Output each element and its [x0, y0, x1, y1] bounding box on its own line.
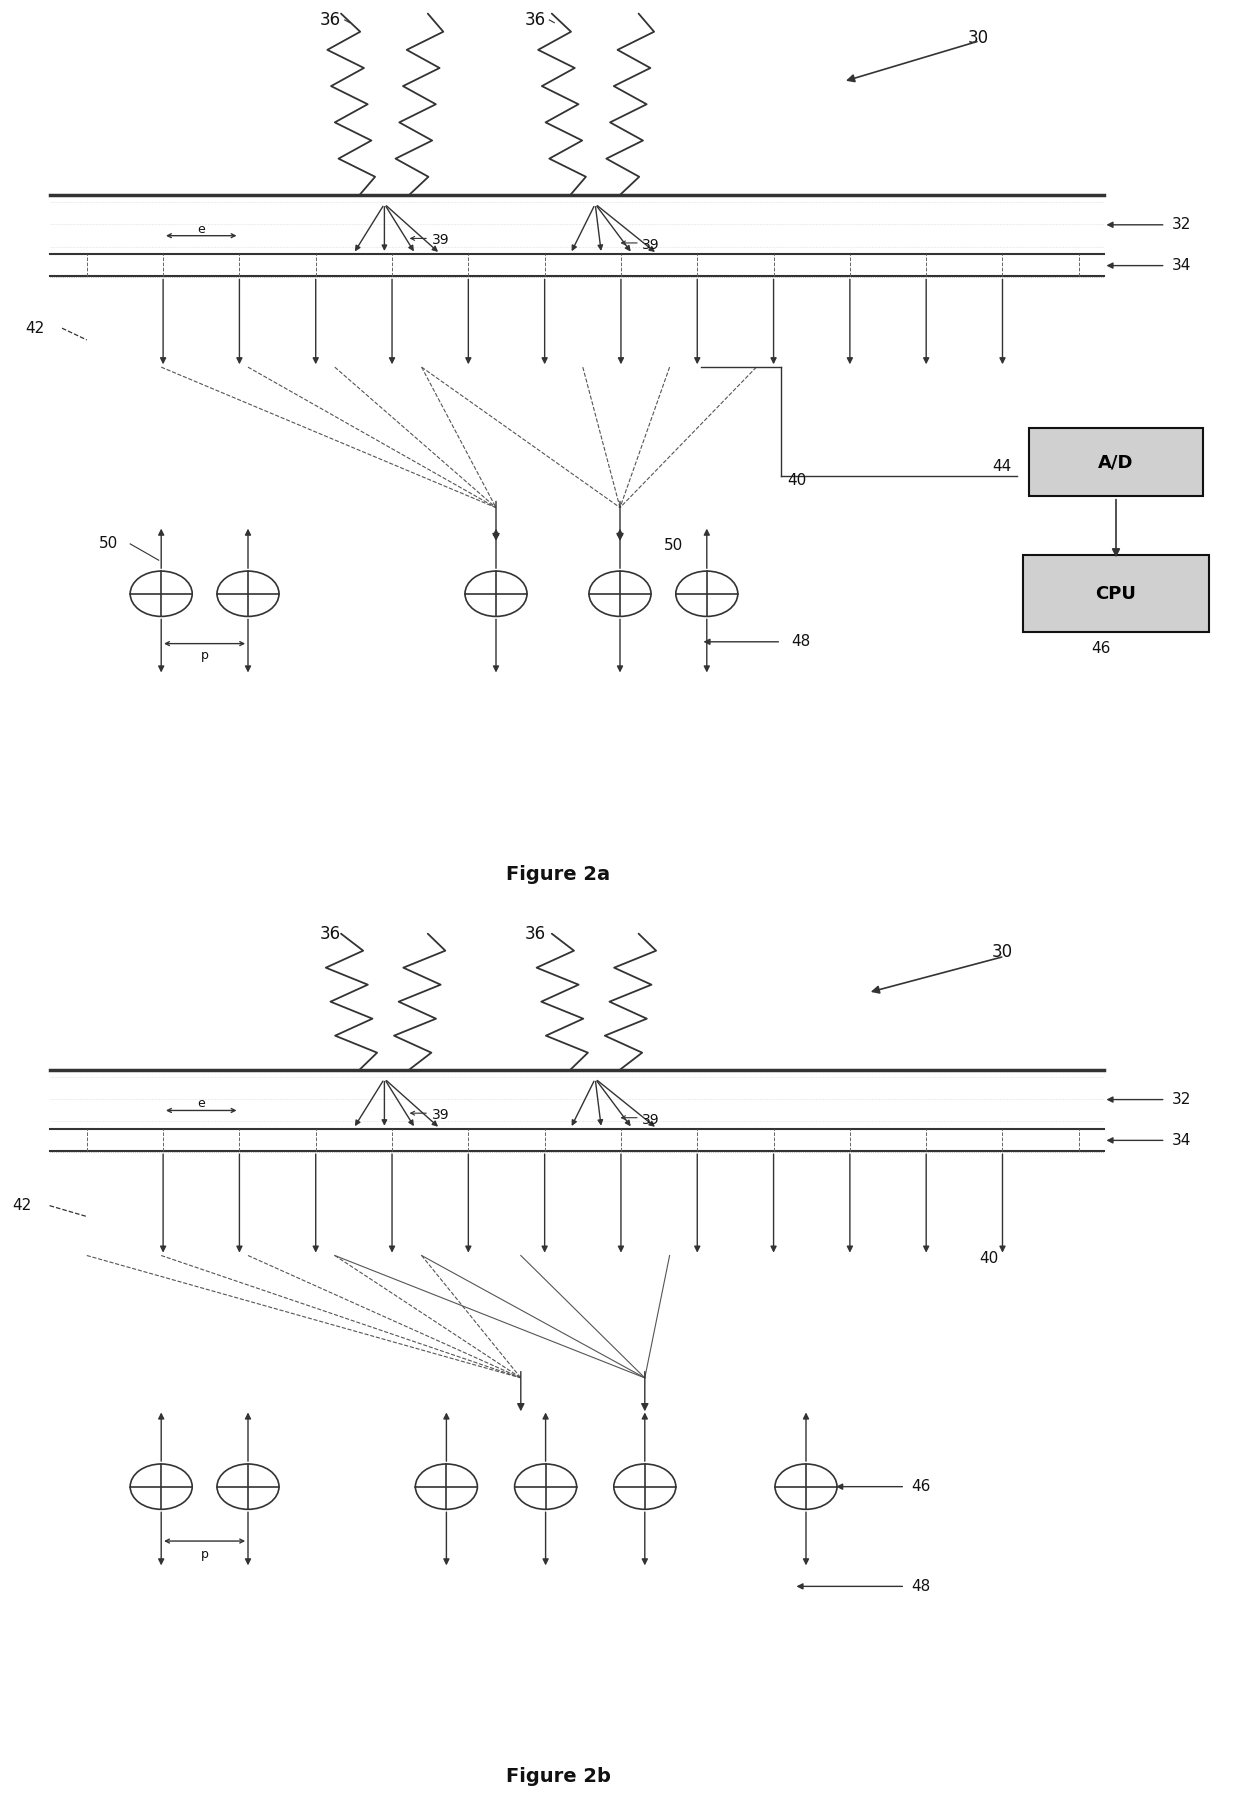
Text: e: e [197, 223, 205, 236]
Text: 36: 36 [320, 925, 341, 943]
Text: p: p [201, 1548, 208, 1561]
Text: CPU: CPU [1096, 586, 1136, 602]
Text: 50: 50 [99, 537, 119, 551]
Text: 32: 32 [1172, 1091, 1192, 1108]
Text: 46: 46 [1091, 640, 1111, 656]
Text: 42: 42 [12, 1198, 32, 1213]
Text: 30: 30 [992, 943, 1013, 961]
Text: 40: 40 [980, 1251, 999, 1265]
FancyBboxPatch shape [1023, 555, 1209, 633]
Text: 50: 50 [663, 538, 683, 553]
Text: 44: 44 [992, 459, 1012, 475]
Text: 48: 48 [791, 635, 811, 649]
Text: e: e [197, 1097, 205, 1110]
Text: p: p [201, 649, 208, 662]
Text: A/D: A/D [1099, 453, 1133, 471]
Text: Figure 2a: Figure 2a [506, 865, 610, 885]
Text: 39: 39 [642, 238, 660, 252]
Text: 36: 36 [525, 11, 546, 29]
FancyBboxPatch shape [1029, 428, 1203, 497]
Text: 39: 39 [642, 1113, 660, 1126]
Text: 34: 34 [1172, 257, 1192, 274]
Text: 39: 39 [432, 1108, 449, 1122]
Text: 40: 40 [787, 473, 807, 488]
Text: 48: 48 [911, 1579, 931, 1594]
Text: 39: 39 [432, 234, 449, 247]
Text: 42: 42 [25, 321, 45, 335]
Text: 46: 46 [911, 1479, 931, 1494]
Text: 30: 30 [967, 29, 988, 47]
Text: 36: 36 [320, 11, 341, 29]
Text: Figure 2b: Figure 2b [506, 1768, 610, 1786]
Text: 36: 36 [525, 925, 546, 943]
Text: 32: 32 [1172, 218, 1192, 232]
Text: 34: 34 [1172, 1133, 1192, 1148]
